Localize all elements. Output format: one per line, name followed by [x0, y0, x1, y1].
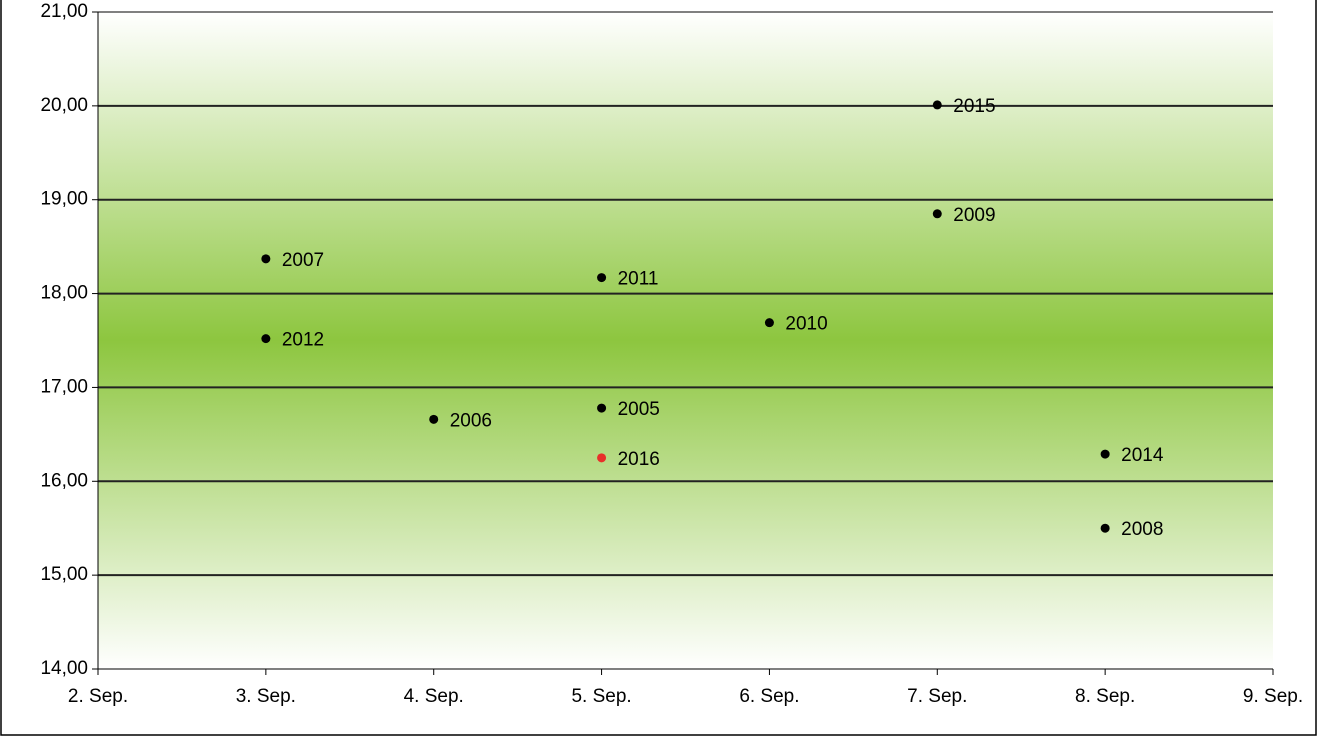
data-label: 2005 [618, 399, 660, 420]
point [429, 414, 439, 424]
data-label: 2010 [785, 314, 827, 335]
x-tick-label: 9. Sep. [1243, 686, 1303, 707]
data-label: 2009 [953, 205, 995, 226]
x-tick-label: 4. Sep. [404, 686, 464, 707]
data-label: 2014 [1121, 445, 1164, 466]
point [597, 453, 607, 463]
y-tick-label: 21,00 [40, 1, 88, 22]
x-tick-label: 8. Sep. [1075, 686, 1135, 707]
y-tick-label: 17,00 [40, 376, 88, 397]
point [764, 318, 774, 328]
data-label: 2008 [1121, 519, 1163, 540]
data-label: 2011 [618, 269, 659, 290]
data-label: 2016 [618, 449, 660, 470]
y-tick-label: 19,00 [40, 189, 88, 210]
x-tick-label: 7. Sep. [907, 686, 967, 707]
point [1100, 523, 1110, 533]
x-tick-label: 6. Sep. [739, 686, 799, 707]
data-label: 2007 [282, 250, 324, 271]
point [261, 254, 271, 264]
point [597, 273, 607, 283]
point [932, 100, 942, 110]
point [932, 209, 942, 219]
data-label: 2015 [953, 96, 995, 117]
y-tick-label: 15,00 [40, 564, 88, 585]
point [1100, 449, 1110, 459]
x-tick-label: 2. Sep. [68, 686, 128, 707]
point [597, 403, 607, 413]
y-tick-label: 14,00 [40, 658, 88, 679]
point [261, 334, 271, 344]
y-tick-label: 16,00 [40, 470, 88, 491]
x-tick-label: 5. Sep. [571, 686, 631, 707]
data-label: 2012 [282, 330, 324, 351]
y-tick-label: 18,00 [40, 283, 88, 304]
y-tick-label: 20,00 [40, 95, 88, 116]
x-tick-label: 3. Sep. [236, 686, 296, 707]
plot-area [98, 12, 1273, 669]
data-label: 2006 [450, 410, 492, 431]
